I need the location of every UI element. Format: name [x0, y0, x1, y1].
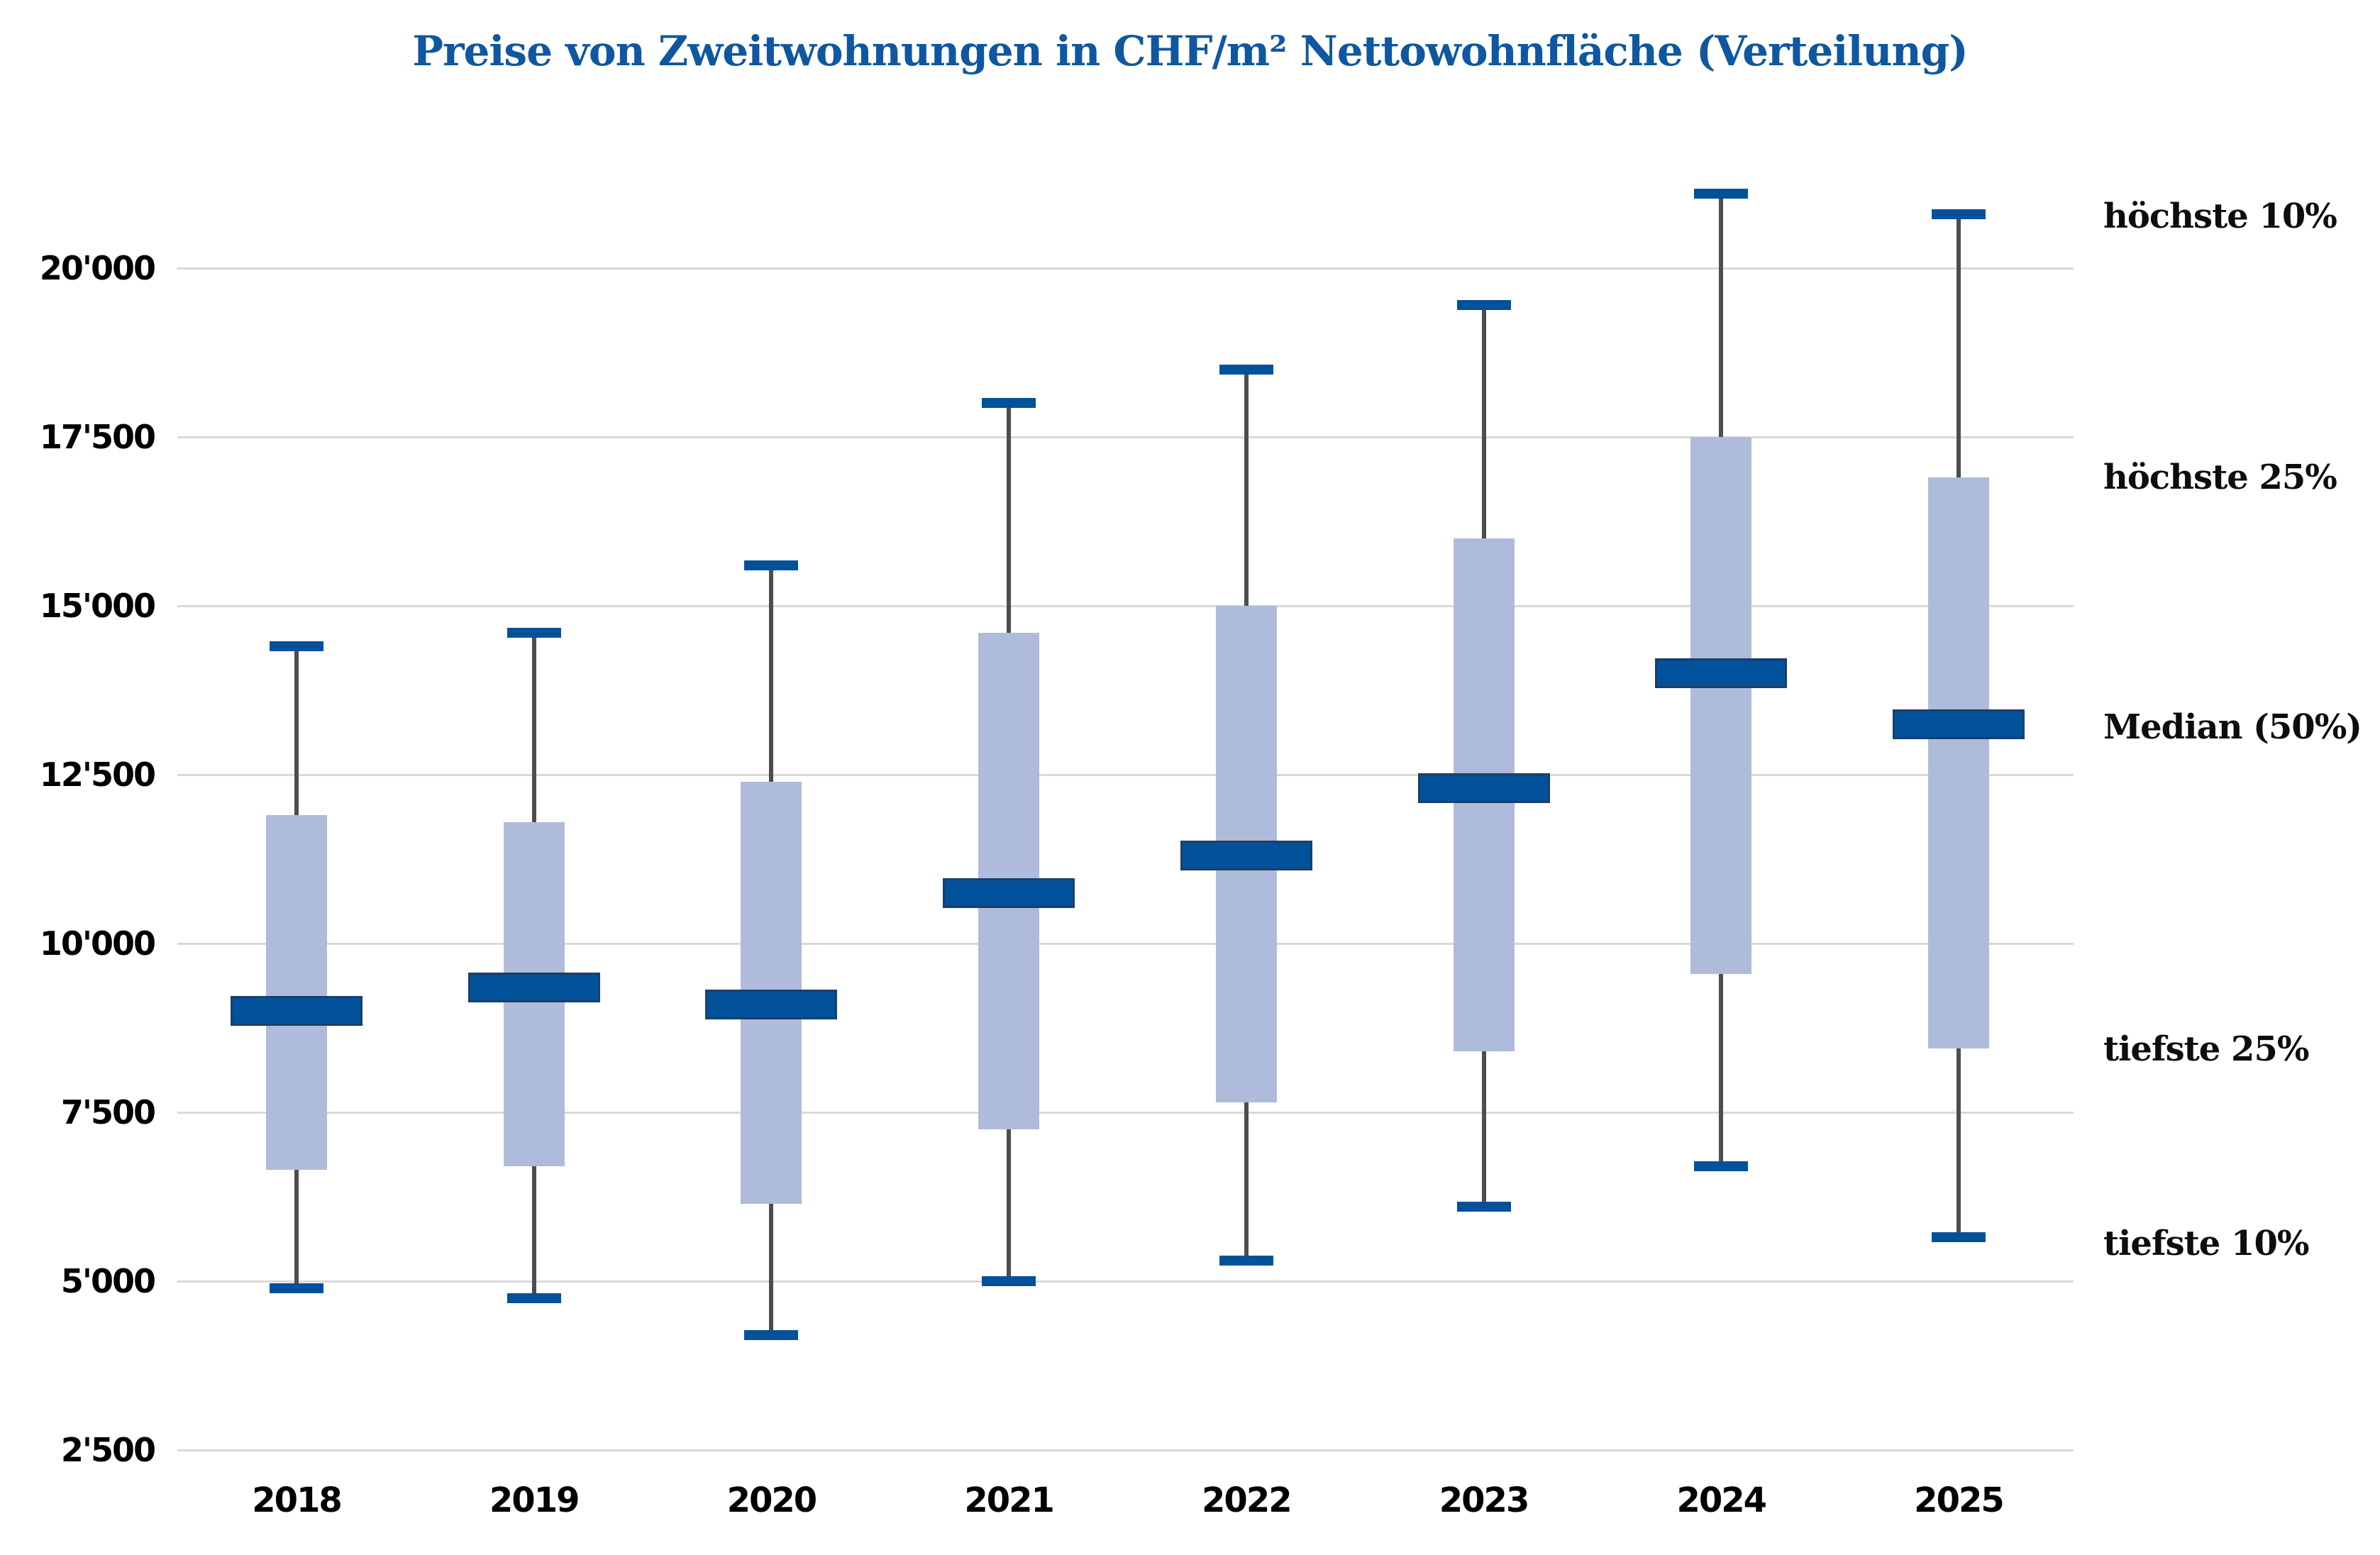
- gridline-15000: [177, 604, 2074, 607]
- top-cap-2023: [1456, 300, 1511, 311]
- y-tick-label: 20'000: [39, 249, 156, 287]
- median-bar-2021: [943, 878, 1075, 908]
- gridline-7500: [177, 1111, 2074, 1114]
- top-cap-2021: [982, 398, 1036, 409]
- x-tick-label-2019: 2019: [489, 1481, 580, 1520]
- bottom-cap-2025: [1931, 1232, 1986, 1243]
- bottom-cap-2024: [1694, 1161, 1749, 1172]
- bottom-cap-2018: [270, 1283, 323, 1293]
- y-tick-label: 7'500: [60, 1093, 156, 1131]
- median-bar-2025: [1892, 709, 2025, 739]
- y-tick-label: 17'500: [39, 418, 156, 456]
- right-label-2: höchste 25%: [2103, 458, 2337, 498]
- median-bar-2018: [231, 996, 362, 1026]
- bottom-cap-2020: [744, 1330, 799, 1341]
- iqr-box-2025: [1927, 477, 1989, 1048]
- iqr-box-2024: [1690, 437, 1752, 974]
- chart-title: Preise von Zweitwohnungen in CHF/m² Nett…: [412, 27, 1968, 75]
- right-label-5: tiefste 10%: [2103, 1223, 2309, 1263]
- top-cap-2018: [270, 641, 323, 652]
- median-bar-2022: [1180, 841, 1312, 871]
- median-bar-2020: [705, 989, 838, 1019]
- gridline-20000: [177, 267, 2074, 270]
- right-label-1: höchste 10%: [2103, 196, 2337, 236]
- x-tick-label-2021: 2021: [964, 1481, 1055, 1520]
- median-bar-2023: [1417, 773, 1550, 804]
- x-tick-label-2020: 2020: [726, 1481, 818, 1520]
- top-cap-2020: [744, 560, 799, 570]
- x-tick-label-2023: 2023: [1439, 1481, 1530, 1520]
- top-cap-2022: [1219, 364, 1273, 375]
- gridline-5000: [177, 1280, 2074, 1283]
- median-bar-2024: [1655, 658, 1788, 689]
- gridline-12500: [177, 773, 2074, 776]
- x-tick-label-2024: 2024: [1676, 1481, 1767, 1520]
- top-cap-2025: [1931, 209, 1986, 219]
- x-tick-label-2025: 2025: [1914, 1481, 2005, 1520]
- x-tick-label-2018: 2018: [252, 1481, 343, 1520]
- gridline-17500: [177, 436, 2074, 438]
- y-tick-label: 10'000: [39, 924, 156, 963]
- top-cap-2019: [507, 628, 561, 638]
- x-tick-label-2022: 2022: [1202, 1481, 1293, 1520]
- right-label-3: Median (50%): [2103, 707, 2362, 748]
- bottom-cap-2023: [1456, 1202, 1511, 1212]
- right-label-4: tiefste 25%: [2103, 1029, 2309, 1070]
- gridline-2500: [177, 1449, 2074, 1451]
- top-cap-2024: [1694, 189, 1749, 199]
- y-tick-label: 5'000: [60, 1262, 156, 1300]
- median-bar-2019: [467, 972, 600, 1002]
- y-tick-label: 12'500: [39, 756, 156, 794]
- y-tick-label: 15'000: [39, 587, 156, 625]
- bottom-cap-2022: [1219, 1256, 1273, 1266]
- bottom-cap-2021: [982, 1276, 1036, 1286]
- y-tick-label: 2'500: [60, 1431, 156, 1469]
- gridline-10000: [177, 942, 2074, 945]
- bottom-cap-2019: [507, 1293, 561, 1303]
- iqr-box-2018: [266, 815, 327, 1170]
